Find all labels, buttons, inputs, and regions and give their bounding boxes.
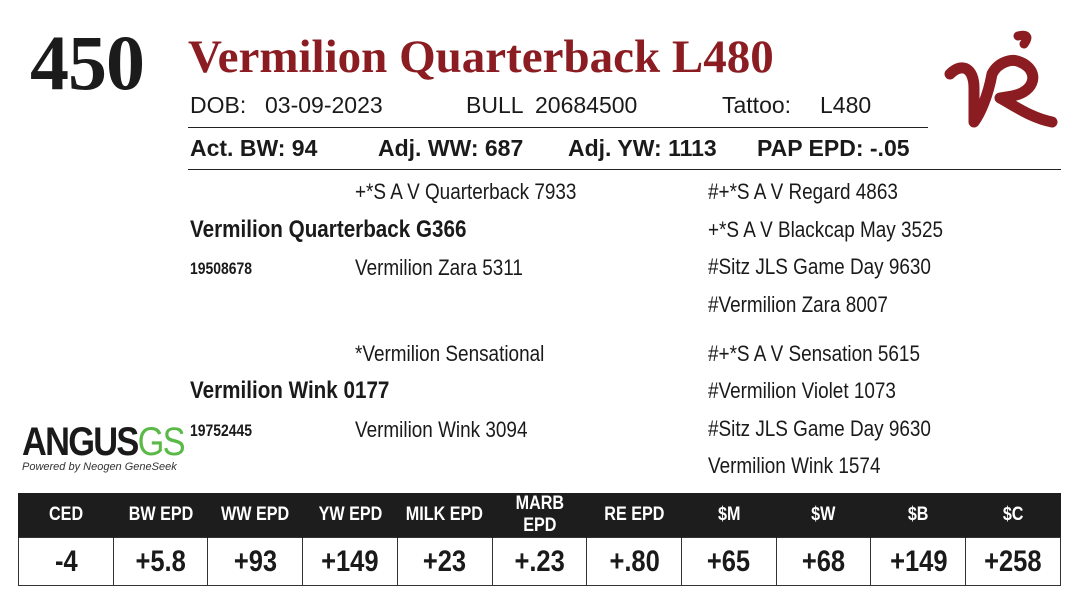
sire-sire-sire: #+*S A V Regard 4863	[708, 179, 898, 204]
epd-header-ww: WW EPD	[207, 493, 303, 538]
sire-dam-sire: #Sitz JLS Game Day 9630	[708, 254, 931, 279]
epd-value-milk: +23	[396, 537, 493, 586]
adj-ww: Adj. WW: 687	[378, 135, 524, 161]
act-bw: Act. BW: 94	[190, 135, 318, 161]
lot-number: 450	[30, 19, 145, 106]
epd-value-bw: +5.8	[112, 537, 209, 586]
epd-header-row: CED BW EPD WW EPD YW EPD MILK EPD MARB E…	[18, 493, 1061, 538]
epd-header-ced: CED	[18, 493, 114, 538]
epd-value-w: +68	[775, 537, 872, 586]
vermilion-brand-logo-icon	[944, 30, 1058, 128]
angus-wordmark: ANGUS	[22, 420, 139, 464]
dam-registration: 19752445	[190, 421, 253, 440]
dob-value: 03-09-2023	[265, 92, 383, 118]
epd-value-b: +149	[870, 537, 967, 586]
divider-2	[188, 169, 1061, 170]
epd-header-marb: MARB EPD	[491, 493, 587, 538]
epd-header-bw: BW EPD	[112, 493, 208, 538]
sire-sire: +*S A V Quarterback 7933	[355, 179, 577, 204]
gs-wordmark: GS	[137, 420, 186, 464]
registration-number: 20684500	[535, 92, 638, 118]
sire-registration: 19508678	[190, 259, 253, 278]
epd-value-re: +.80	[586, 537, 683, 586]
epd-header-c: $C	[965, 493, 1061, 538]
epd-value-ced: -4	[18, 537, 114, 586]
tattoo-label: Tattoo:	[722, 92, 792, 118]
epd-table: CED BW EPD WW EPD YW EPD MILK EPD MARB E…	[18, 493, 1061, 586]
epd-value-marb: +.23	[491, 537, 588, 586]
dam-name: Vermilion Wink 0177	[190, 377, 390, 404]
sire-dam: Vermilion Zara 5311	[355, 255, 523, 280]
dam-dam: Vermilion Wink 3094	[355, 417, 528, 442]
epd-header-yw: YW EPD	[302, 493, 398, 538]
epd-value-m: +65	[681, 537, 777, 586]
adj-yw: Adj. YW: 1113	[568, 135, 717, 161]
epd-header-w: $W	[775, 493, 871, 538]
divider-1	[188, 127, 928, 128]
epd-value-row: -4 +5.8 +93 +149 +23 +.23 +.80 +65 +68 +…	[18, 537, 1061, 586]
tattoo-value: L480	[820, 92, 872, 118]
dam-dam-sire: #Sitz JLS Game Day 9630	[708, 416, 931, 441]
epd-value-yw: +149	[302, 537, 398, 586]
sire-dam-dam: #Vermilion Zara 8007	[708, 292, 888, 317]
dam-dam-dam: Vermilion Wink 1574	[708, 453, 881, 478]
epd-header-milk: MILK EPD	[396, 493, 493, 538]
pap-epd: PAP EPD: -.05	[757, 135, 910, 161]
angus-tagline: Powered by Neogen GeneSeek	[22, 461, 177, 473]
sire-sire-dam: +*S A V Blackcap May 3525	[708, 217, 944, 242]
dob-label: DOB:	[190, 92, 247, 118]
dam-sire: *Vermilion Sensational	[355, 341, 545, 366]
animal-name: Vermilion Quarterback L480	[188, 31, 774, 83]
epd-value-c: +258	[965, 537, 1061, 586]
sire-name: Vermilion Quarterback G366	[190, 216, 467, 243]
epd-header-re: RE EPD	[586, 493, 682, 538]
dam-sire-sire: #+*S A V Sensation 5615	[708, 341, 920, 366]
epd-header-b: $B	[870, 493, 966, 538]
epd-value-ww: +93	[207, 537, 304, 586]
sex-label: BULL	[466, 92, 524, 118]
dam-sire-dam: #Vermilion Violet 1073	[708, 378, 896, 403]
epd-header-m: $M	[681, 493, 777, 538]
angus-gs-logo: ANGUSGS Powered by Neogen GeneSeek	[22, 420, 210, 473]
